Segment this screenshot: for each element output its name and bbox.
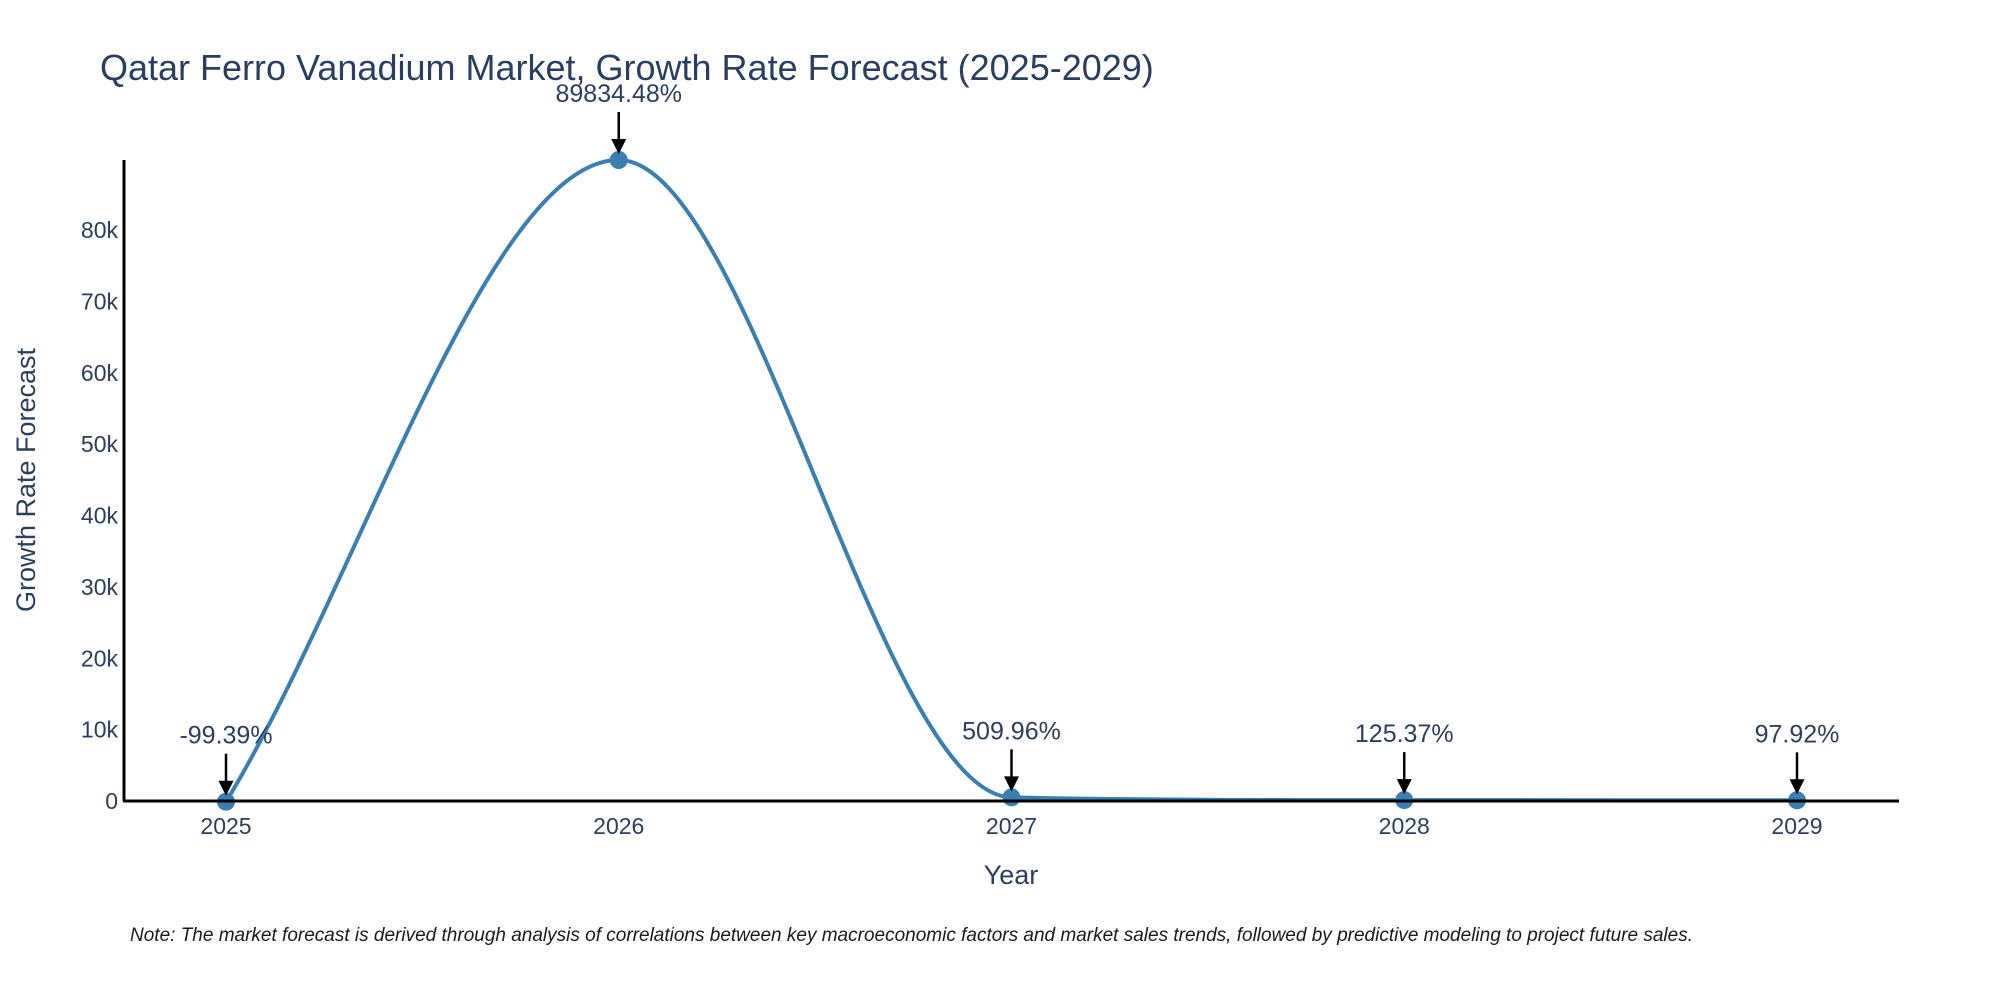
- data-point-2026: [609, 151, 628, 169]
- x-tick-label: 2025: [200, 813, 251, 839]
- y-tick-label: 0: [105, 788, 118, 814]
- data-label-2026: 89834.48%: [555, 80, 682, 108]
- plot-area: [217, 151, 1806, 811]
- y-tick-label: 30k: [81, 574, 119, 600]
- y-tick-label: 80k: [81, 217, 119, 243]
- series-line: [224, 158, 1799, 804]
- footnote: Note: The market forecast is derived thr…: [130, 925, 1693, 946]
- y-tick-label: 40k: [81, 503, 119, 529]
- y-tick-label: 70k: [81, 289, 119, 315]
- y-tick-label: 60k: [81, 360, 119, 386]
- x-tick-label: 2026: [593, 813, 644, 839]
- data-label-2028: 125.37%: [1355, 720, 1454, 748]
- x-tick-label: 2028: [1379, 813, 1430, 839]
- y-tick-label: 50k: [81, 431, 119, 457]
- y-tick-label: 10k: [81, 717, 119, 743]
- data-label-2025: -99.39%: [179, 722, 272, 750]
- label-arrowhead: [1396, 779, 1412, 795]
- data-labels: -99.39% 89834.48% 509.96% 125.37% 97.92%: [179, 80, 1839, 796]
- label-arrowhead: [1789, 779, 1805, 795]
- label-arrowhead: [218, 780, 234, 796]
- data-label-2027: 509.96%: [962, 717, 1061, 745]
- x-tick-label: 2029: [1771, 813, 1822, 839]
- label-arrowhead: [611, 139, 627, 154]
- y-tick-label: 20k: [81, 645, 119, 671]
- x-axis-title: Year: [984, 860, 1039, 890]
- data-label-2029: 97.92%: [1755, 720, 1840, 748]
- chart-title: Qatar Ferro Vanadium Market, Growth Rate…: [100, 47, 1154, 88]
- y-axis-title: Growth Rate Forecast: [11, 347, 41, 612]
- label-arrowhead: [1004, 776, 1019, 792]
- x-axis-ticks: 2025 2026 2027 2028 2029: [200, 813, 1822, 839]
- x-tick-label: 2027: [986, 813, 1037, 839]
- y-axis-ticks: 0 10k 20k 30k 40k 50k 60k 70k 80k: [81, 217, 119, 814]
